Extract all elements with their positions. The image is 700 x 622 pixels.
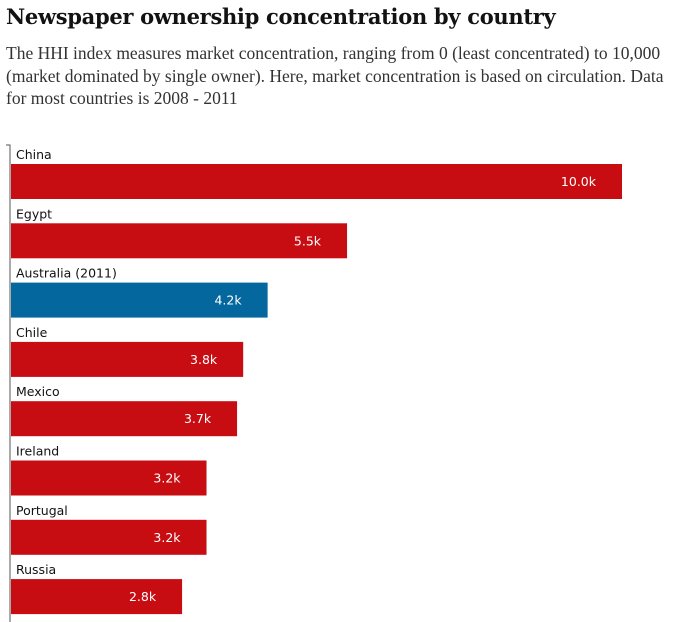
bar-chile [11, 341, 244, 377]
category-label: Australia (2011) [16, 266, 117, 281]
category-label: Egypt [16, 206, 52, 221]
chart-subtitle: The HHI index measures market concentrat… [6, 43, 664, 108]
data-label: 2.8k [129, 589, 157, 604]
category-label: Mexico [16, 384, 60, 399]
bar-russia [11, 579, 183, 615]
bar-ireland [11, 460, 207, 496]
bar-portugal [11, 519, 207, 555]
category-label: Portugal [16, 503, 68, 518]
data-label: 10.0k [561, 174, 597, 189]
data-label: 4.2k [214, 293, 242, 308]
category-label: Russia [16, 562, 56, 577]
data-label: 5.5k [294, 233, 322, 248]
y-axis-line [6, 144, 11, 622]
bar-egypt [11, 223, 348, 259]
bar-china [11, 164, 622, 199]
data-label: 3.8k [190, 352, 218, 367]
bar-australia-2011 [11, 282, 268, 318]
bar-mexico [11, 401, 238, 437]
data-label: 3.2k [153, 471, 181, 486]
data-label: 3.7k [184, 411, 212, 426]
category-label: Chile [16, 325, 48, 340]
category-label: China [16, 147, 52, 162]
category-label: Ireland [16, 444, 59, 459]
chart-title: Newspaper ownership concentration by cou… [6, 4, 556, 29]
data-label: 3.2k [153, 530, 181, 545]
